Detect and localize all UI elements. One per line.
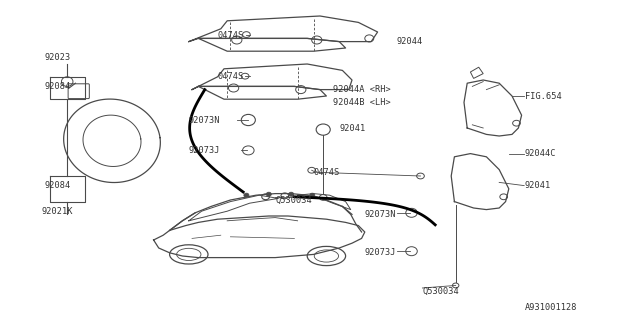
Ellipse shape [289,192,294,196]
Text: Q530034: Q530034 [422,287,459,296]
Text: 92041: 92041 [525,181,551,190]
Text: Q530034: Q530034 [275,196,312,204]
Text: 92073J: 92073J [189,146,220,155]
Text: 92041: 92041 [339,124,365,132]
Text: 0474S: 0474S [218,31,244,40]
Text: 92073J: 92073J [365,248,396,257]
Text: A931001128: A931001128 [525,303,577,312]
Text: 92073N: 92073N [189,116,220,124]
Ellipse shape [244,193,249,197]
Text: 92073N: 92073N [365,210,396,219]
Ellipse shape [310,193,315,197]
Text: 92044: 92044 [397,37,423,46]
Text: 92023: 92023 [45,53,71,62]
Text: 92044A <RH>: 92044A <RH> [333,85,390,94]
Text: 92021K: 92021K [42,207,73,216]
Text: FIG.654: FIG.654 [525,92,561,100]
Text: 92044C: 92044C [525,149,556,158]
Text: 92084: 92084 [45,181,71,190]
Ellipse shape [266,192,271,196]
Text: 0474S: 0474S [314,168,340,177]
Text: 92044B <LH>: 92044B <LH> [333,98,390,107]
Text: 92084: 92084 [45,82,71,91]
Text: 0474S: 0474S [218,72,244,81]
